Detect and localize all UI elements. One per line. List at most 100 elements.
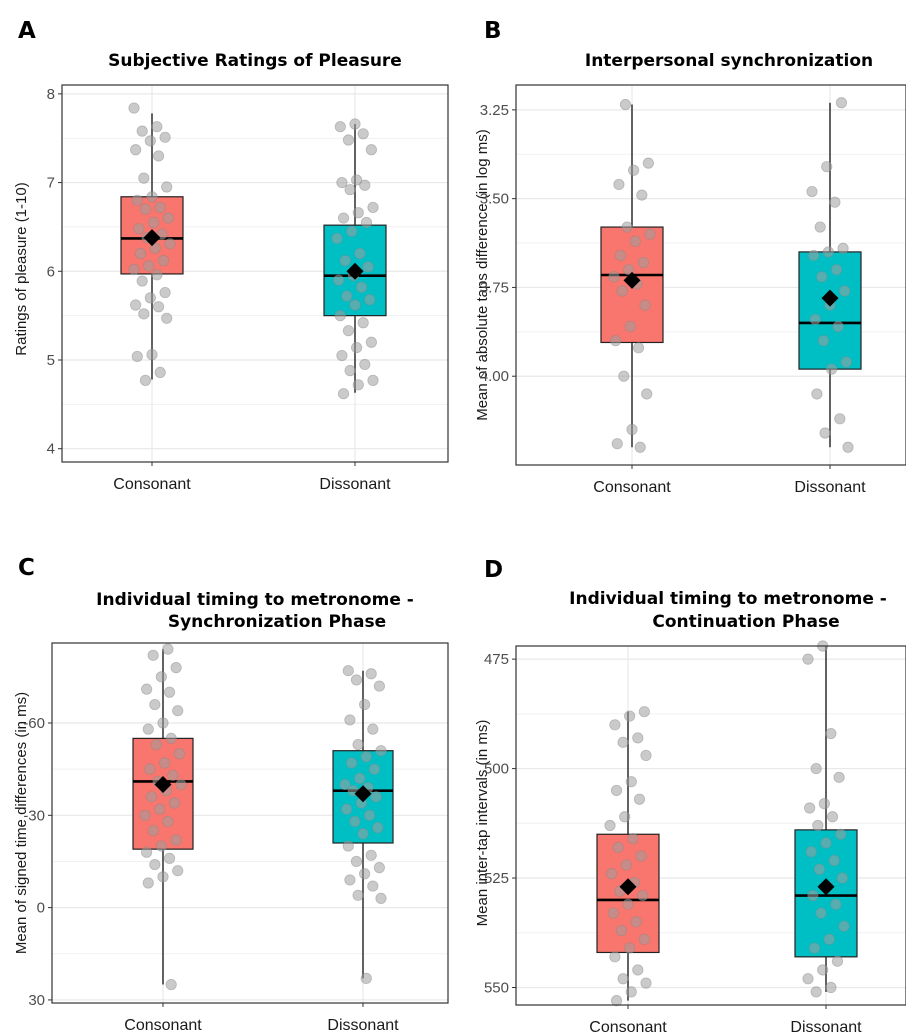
- panel-b-title: Interpersonal synchronization: [585, 51, 873, 71]
- data-point: [147, 825, 159, 837]
- data-point: [608, 271, 620, 283]
- data-point: [344, 874, 356, 886]
- data-point: [820, 837, 832, 849]
- data-point: [149, 242, 161, 254]
- data-point: [139, 203, 152, 215]
- data-point: [154, 366, 166, 379]
- data-point: [836, 872, 848, 884]
- data-point: [159, 131, 171, 143]
- data-point: [154, 201, 166, 214]
- data-point: [363, 809, 376, 821]
- y-tick-label: 3.50: [480, 191, 509, 208]
- data-point: [365, 849, 377, 861]
- data-point: [355, 281, 368, 293]
- data-point: [808, 942, 821, 954]
- panel-border: [515, 645, 906, 1006]
- data-point: [626, 423, 638, 436]
- data-point: [817, 964, 829, 976]
- data-point: [831, 955, 844, 967]
- data-point: [173, 748, 185, 760]
- x-tick-label: Dissonant: [319, 476, 391, 493]
- panel-d-plot: 475 500 525 550 Consonant Dissonant: [484, 640, 906, 1032]
- data-point: [351, 341, 363, 354]
- data-point: [162, 815, 174, 828]
- data-point: [617, 973, 629, 985]
- data-point: [633, 793, 646, 805]
- data-point: [342, 134, 355, 146]
- data-point: [815, 907, 827, 919]
- panel-b-y-axis-title: Mean of absolute taps difference (in log…: [474, 129, 491, 421]
- data-point: [835, 97, 848, 109]
- data-point: [821, 161, 833, 173]
- data-point: [840, 356, 852, 368]
- data-point: [159, 286, 171, 299]
- panel-b-plot: 3.25 3.50 3.75 4.00 Consonant Dissonant: [480, 84, 906, 496]
- data-point: [826, 363, 838, 375]
- data-point: [804, 802, 816, 814]
- data-point: [609, 719, 621, 731]
- data-point: [619, 98, 632, 111]
- data-point: [152, 150, 165, 162]
- data-point: [628, 164, 640, 176]
- x-tick-label: Dissonant: [327, 1017, 399, 1032]
- panel-border: [51, 642, 449, 1004]
- data-point: [825, 981, 837, 994]
- data-point: [141, 683, 153, 695]
- y-tick-label: 525: [484, 870, 509, 887]
- data-point: [138, 308, 150, 320]
- data-point: [621, 221, 633, 233]
- data-point: [359, 868, 371, 880]
- data-point: [833, 771, 845, 783]
- data-point: [128, 263, 140, 276]
- data-point: [802, 653, 814, 665]
- data-point: [818, 798, 830, 810]
- data-point: [357, 128, 369, 140]
- data-point: [357, 828, 369, 840]
- y-tick-label: -30: [23, 807, 45, 824]
- panel-letter-a: A: [18, 18, 36, 44]
- x-tick-label: Consonant: [113, 476, 191, 493]
- plot-background: [62, 85, 448, 462]
- data-point: [811, 388, 823, 400]
- x-tick-label: Dissonant: [794, 479, 866, 496]
- data-point: [612, 841, 624, 853]
- data-point: [373, 862, 385, 874]
- data-point: [130, 144, 142, 156]
- data-point: [165, 732, 177, 744]
- panel-letter-d: D: [484, 557, 503, 583]
- mean-marker: [154, 776, 172, 794]
- data-point: [157, 255, 170, 267]
- data-point: [162, 643, 174, 655]
- data-point: [168, 797, 181, 809]
- data-point: [147, 649, 159, 661]
- panel-a-title: Subjective Ratings of Pleasure: [108, 51, 402, 71]
- data-point: [360, 972, 372, 984]
- data-point: [637, 256, 650, 269]
- data-point: [627, 833, 639, 845]
- data-point: [640, 977, 652, 989]
- data-point: [151, 121, 163, 133]
- data-point: [624, 320, 636, 333]
- data-point: [367, 723, 379, 735]
- data-point: [357, 317, 369, 329]
- data-point: [146, 191, 158, 203]
- data-point: [802, 973, 814, 985]
- data-point: [339, 255, 351, 267]
- data-point: [131, 194, 143, 206]
- data-point: [143, 260, 155, 272]
- data-point: [136, 275, 148, 287]
- panel-c: C Individual timing to metronome - Synch…: [13, 555, 449, 1032]
- data-point: [619, 811, 631, 823]
- data-point: [164, 238, 176, 250]
- data-point: [607, 907, 619, 919]
- data-point: [151, 269, 163, 281]
- data-point: [342, 325, 355, 337]
- data-point: [817, 335, 830, 347]
- data-point: [333, 274, 345, 286]
- data-point: [367, 201, 379, 214]
- data-point: [375, 745, 387, 757]
- data-point: [830, 898, 842, 910]
- y-tick-label: 7: [47, 175, 55, 192]
- panel-d-y-axis-title: Mean inter-tap intervals (in ms): [474, 720, 491, 927]
- data-point: [823, 933, 835, 945]
